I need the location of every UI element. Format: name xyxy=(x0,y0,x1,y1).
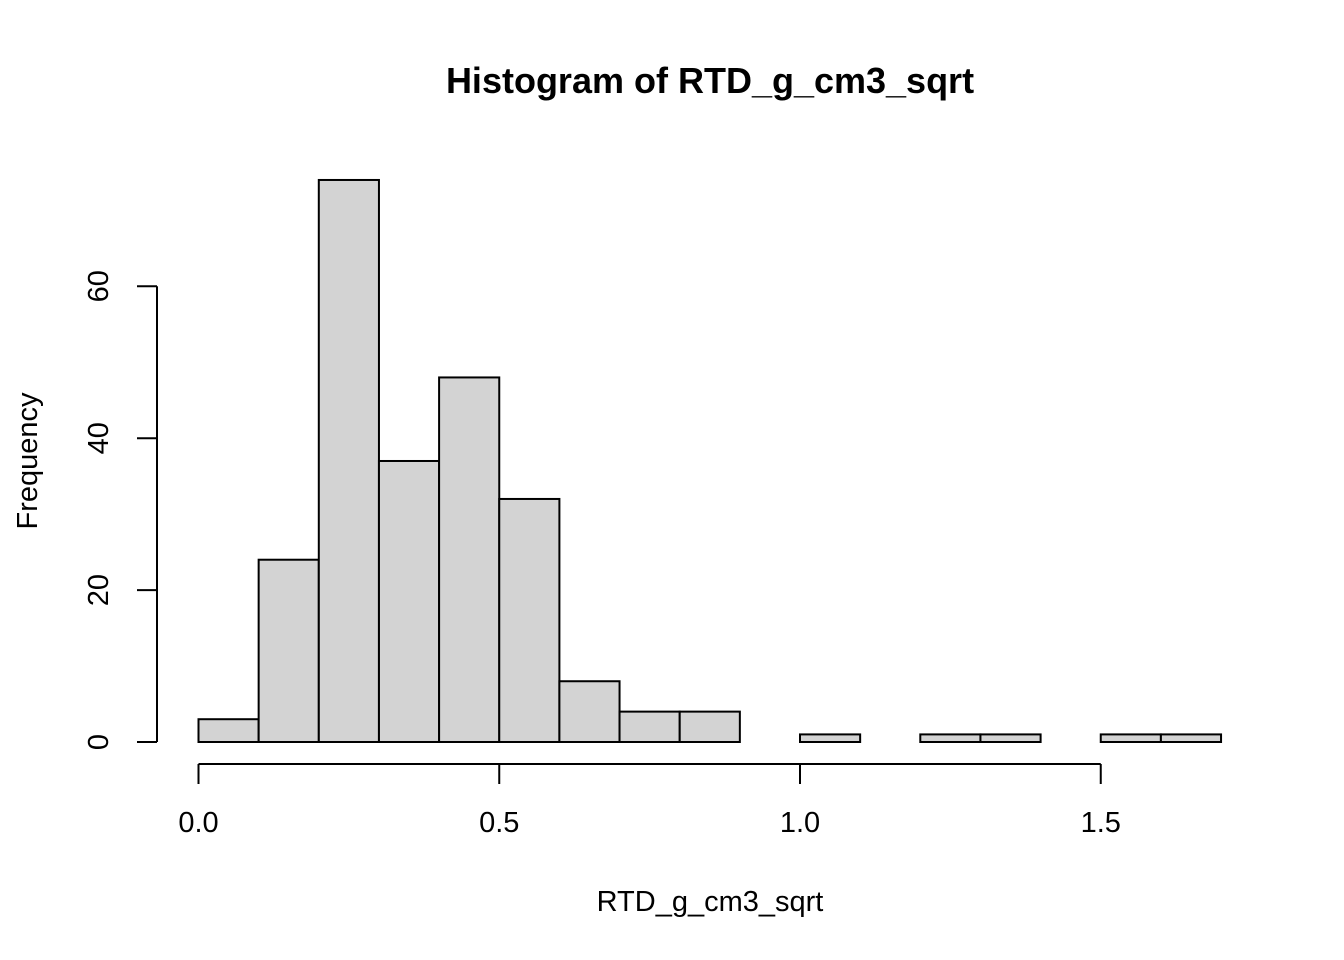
y-axis: 0 20 40 60 xyxy=(83,270,158,750)
histogram-bar xyxy=(919,733,982,744)
y-tick-label: 60 xyxy=(83,270,115,302)
x-tick-label: 1.0 xyxy=(780,807,820,839)
histogram-bar xyxy=(1159,733,1223,744)
x-axis-label: RTD_g_cm3_sqrt xyxy=(597,886,824,918)
histogram-bar xyxy=(498,497,561,743)
histogram-bar xyxy=(618,710,681,743)
bars-group xyxy=(197,178,1223,744)
histogram-bar xyxy=(1099,733,1162,744)
y-tick-label: 0 xyxy=(83,734,115,750)
histogram-bar xyxy=(799,733,862,744)
y-axis-label: Frequency xyxy=(12,392,44,530)
histogram-bar xyxy=(438,376,501,743)
x-tick-label: 1.5 xyxy=(1081,807,1121,839)
chart-title: Histogram of RTD_g_cm3_sqrt xyxy=(446,60,974,101)
histogram-bar xyxy=(257,558,320,743)
x-axis: 0.0 0.5 1.0 1.5 xyxy=(178,763,1121,839)
histogram-bar xyxy=(979,733,1042,744)
y-tick-label: 20 xyxy=(83,574,115,606)
histogram-bar xyxy=(558,680,621,743)
histogram-bar xyxy=(197,718,260,744)
x-tick-label: 0.0 xyxy=(178,807,218,839)
histogram-bar xyxy=(317,178,380,744)
x-tick-label: 0.5 xyxy=(479,807,519,839)
histogram-bar xyxy=(678,710,741,743)
histogram-bar xyxy=(377,459,441,743)
y-tick-label: 40 xyxy=(83,422,115,454)
